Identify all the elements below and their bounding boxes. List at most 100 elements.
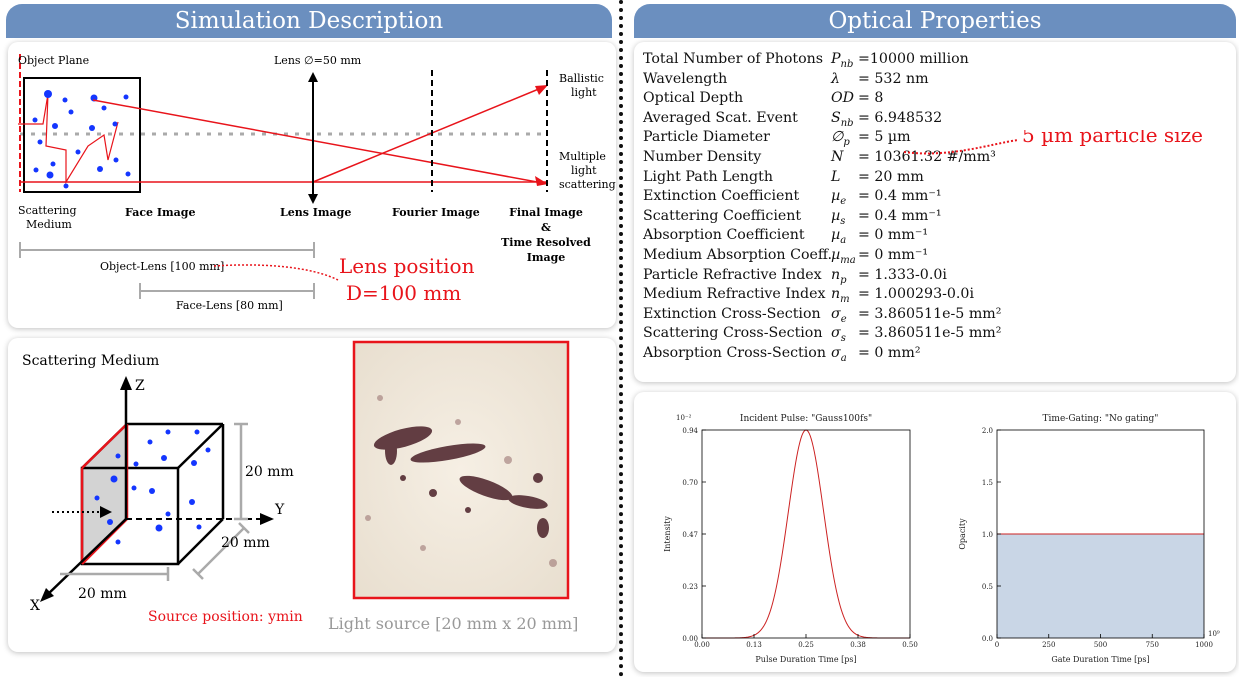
property-name: Particle Diameter <box>643 129 770 146</box>
property-symbol: σa <box>831 344 847 364</box>
x-axis-label: Pulse Duration Time [ps] <box>755 655 856 664</box>
cube <box>80 422 225 566</box>
property-value: = 20 mm <box>858 168 924 185</box>
property-row: Wavelength λ = 532 nm <box>643 70 1223 90</box>
property-symbol: µs <box>831 207 846 227</box>
lens-label: Lens ∅=50 mm <box>274 54 362 67</box>
fourier-image-label: Fourier Image <box>392 206 480 219</box>
property-value: = 6.948532 <box>858 109 943 126</box>
final-image-label-2: & <box>541 221 551 234</box>
property-row: Scattering Cross-Section σs = 3.860511e-5 … <box>643 324 1223 344</box>
y-tick-label: 0.23 <box>682 583 698 591</box>
property-value: = 5 µm <box>858 129 911 146</box>
x-tick-label: 750 <box>1146 641 1159 649</box>
x-axis <box>45 518 127 597</box>
y-multiplier: 10⁻² <box>676 414 692 422</box>
charts-card: Incident Pulse: "Gauss100fs" 0.00 0.13 0.25… <box>634 392 1236 672</box>
charts-svg: Incident Pulse: "Gauss100fs" 0.00 0.13 0.25… <box>663 414 1220 664</box>
lens-image-label: Lens Image <box>280 206 351 219</box>
lens-position-annotation-2: D=100 mm <box>346 281 461 305</box>
property-symbol: np <box>831 266 847 286</box>
property-symbol: nm <box>831 286 850 305</box>
width-dimension: 20 mm <box>78 586 127 602</box>
property-symbol: µma <box>831 246 856 266</box>
lens-position-annotation-1: Lens position <box>339 254 475 278</box>
height-dimension: 20 mm <box>245 464 294 480</box>
property-name: Scattering Coefficient <box>643 207 802 224</box>
property-symbol: Pnb <box>831 51 854 70</box>
property-symbol: L <box>831 168 841 185</box>
pulse-curve <box>702 429 910 639</box>
scattering-path <box>18 93 119 185</box>
plot-frame <box>701 429 911 639</box>
y-tick-label: 0.94 <box>682 427 698 435</box>
property-symbol: Snb <box>831 109 854 129</box>
property-name: Scattering Cross-Section <box>643 325 823 342</box>
property-name: Wavelength <box>643 70 728 87</box>
x-multiplier: 10⁹ <box>1208 630 1220 638</box>
x-tick-label: 0.38 <box>850 641 866 649</box>
x-tick-label: 500 <box>1094 641 1107 649</box>
x-tick-label: 0.50 <box>902 641 918 649</box>
x-tick-label: 0.00 <box>694 641 710 649</box>
y-tick-label: 1.0 <box>982 531 993 539</box>
gating-area <box>997 534 1204 638</box>
y-tick-label: 0.5 <box>982 583 993 591</box>
ballistic-label-2: light <box>571 86 597 99</box>
property-name: Total Number of Photons <box>643 51 824 67</box>
scattering-medium-label-2: Medium <box>26 218 72 231</box>
property-symbol: λ <box>831 70 840 87</box>
source-position-label: Source position: ymin <box>148 609 303 625</box>
chart-title: Time-Gating: "No gating" <box>1043 414 1159 424</box>
ballistic-label-1: Ballistic <box>559 72 604 85</box>
y-axis-label: Y <box>274 502 285 518</box>
property-value: = 10361.32 #/mm³ <box>858 148 996 165</box>
property-symbol: N <box>831 148 844 165</box>
light-source-label: Light source [20 mm x 20 mm] <box>328 614 578 633</box>
property-name: Extinction Cross-Section <box>643 305 821 322</box>
object-plane-label: Object Plane <box>18 54 89 67</box>
property-row: Extinction Cross-Section σe = 3.860511e-5 … <box>643 305 1223 325</box>
scattering-medium-box <box>23 77 141 193</box>
property-symbol: σs <box>831 325 846 345</box>
property-row: Medium Refractive Index nm = 1.000293-0.0i <box>643 285 1223 305</box>
particles <box>32 90 131 189</box>
ray-scattered <box>92 99 549 185</box>
depth-dimension: 20 mm <box>221 535 270 551</box>
property-value: = 8 <box>858 90 884 107</box>
property-value: = 3.860511e-5 mm² <box>858 325 1002 342</box>
property-name: Medium Refractive Index <box>643 286 826 303</box>
scattering-medium-card: Scattering Medium Z Y X <box>8 338 616 652</box>
final-image-label-1: Final Image <box>509 206 583 219</box>
final-image-label-4: Image <box>527 251 566 264</box>
property-name: Averaged Scat. Event <box>643 109 798 126</box>
property-row: Number Density N = 10361.32 #/mm³ <box>643 148 1223 168</box>
z-axis-label: Z <box>135 378 145 394</box>
final-image-label-3: Time Resolved <box>501 236 591 249</box>
object-lens-label: Object-Lens [100 mm] <box>100 260 224 273</box>
property-symbol: ∅p <box>831 129 850 149</box>
optical-setup-diagram: Object Plane Lens ∅=50 mm Ballistic <box>18 54 616 312</box>
property-value: = 532 nm <box>858 70 929 87</box>
x-tick-label: 0.25 <box>798 641 814 649</box>
object-lens-dimension <box>19 242 315 258</box>
y-tick-label: 1.5 <box>982 479 993 487</box>
x-axis-label: Gate Duration Time [ps] <box>1051 655 1149 664</box>
property-row: Particle Refractive Index np = 1.333-0.0i <box>643 266 1223 286</box>
y-tick-label: 0.0 <box>982 635 993 643</box>
panel-divider <box>619 0 623 677</box>
property-value: = 1.333-0.0i <box>858 266 947 283</box>
y-axis-label: Opacity <box>958 518 967 550</box>
property-value: = 0.4 mm⁻¹ <box>858 188 942 205</box>
face-lens-label: Face-Lens [80 mm] <box>176 299 283 312</box>
property-row: Light Path Length L = 20 mm <box>643 168 1223 188</box>
particle-size-annotation: 5 µm particle size <box>903 130 1203 155</box>
x-tick-label: 0.13 <box>746 641 762 649</box>
particle-size-label: 5 µm particle size <box>1022 130 1203 147</box>
property-name: Absorption Cross-Section <box>643 344 826 361</box>
multiple-label-1: Multiple <box>559 150 606 163</box>
property-value: = 3.860511e-5 mm² <box>858 305 1002 322</box>
property-symbol: µe <box>831 188 847 207</box>
property-row: Optical Depth OD = 8 <box>643 89 1223 109</box>
ray-ballistic <box>312 85 547 183</box>
